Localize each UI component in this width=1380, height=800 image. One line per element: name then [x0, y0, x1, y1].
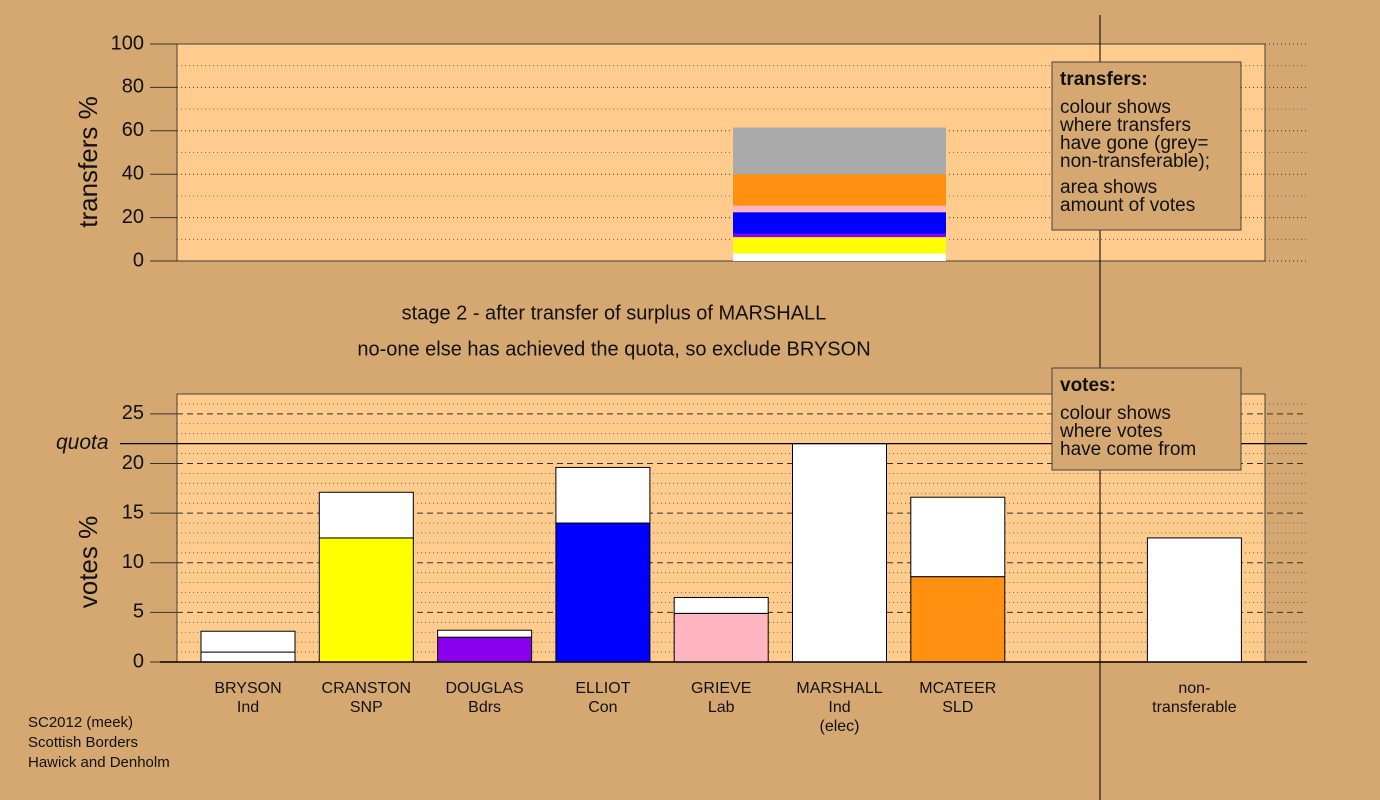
y-tick-label: 15 — [122, 501, 144, 523]
bar-segment — [673, 596, 769, 614]
bar-segment — [733, 253, 946, 261]
x-tick-label: GRIEVE — [691, 680, 751, 697]
note-line: non-transferable); — [1060, 151, 1210, 172]
y-tick-label: 100 — [111, 32, 144, 54]
y-tick-label: 20 — [122, 452, 144, 474]
x-tick-label: non- — [1178, 680, 1210, 697]
note-box — [1051, 367, 1242, 471]
note-title: transfers: — [1060, 69, 1148, 90]
note-line: area shows — [1060, 177, 1157, 198]
y-tick-label: 10 — [122, 551, 144, 573]
note-title: votes: — [1060, 375, 1116, 396]
caption: no-one else has achieved the quota, so e… — [357, 338, 870, 360]
y-tick-label: 60 — [122, 119, 144, 141]
note-line: colour shows — [1060, 97, 1171, 118]
y-tick-label: 40 — [122, 162, 144, 184]
footer-line: Hawick and Denholm — [28, 754, 170, 771]
y-tick-label: 5 — [133, 601, 144, 623]
bar-segment — [437, 629, 533, 638]
bar-segment — [733, 237, 946, 254]
x-tick-label: Lab — [708, 699, 735, 716]
y-axis-title: transfers % — [73, 96, 103, 228]
footer-line: SC2012 (meek) — [28, 714, 133, 731]
note-line: have come from — [1060, 439, 1196, 460]
bar-segment — [555, 522, 651, 663]
x-tick-label: DOUGLAS — [445, 680, 523, 697]
caption: stage 2 - after transfer of surplus of M… — [402, 302, 827, 324]
bar-segment — [733, 127, 946, 175]
x-tick-label: ELLIOT — [575, 680, 630, 697]
x-tick-label: Con — [588, 699, 617, 716]
x-tick-label: MCATEER — [919, 680, 996, 697]
x-tick-label: transferable — [1152, 699, 1237, 716]
y-axis-title: votes % — [73, 516, 103, 609]
x-tick-label: (elec) — [819, 718, 859, 735]
note-line: colour shows — [1060, 403, 1171, 424]
bar-segment — [673, 612, 769, 663]
bar-segment — [437, 636, 533, 663]
y-tick-label: 80 — [122, 76, 144, 98]
bar-segment — [200, 630, 296, 653]
bar-segment — [318, 537, 414, 663]
note-line: where votes — [1059, 421, 1162, 442]
x-tick-label: BRYSON — [214, 680, 281, 697]
bar-segment — [318, 491, 414, 539]
y-tick-label: 0 — [133, 249, 144, 271]
y-tick-label: 0 — [133, 650, 144, 672]
note-line: where transfers — [1059, 115, 1191, 136]
bar-segment — [555, 466, 651, 524]
note-line: have gone (grey= — [1060, 133, 1208, 154]
bar-segment — [910, 496, 1006, 578]
x-tick-label: SLD — [942, 699, 973, 716]
x-tick-label: SNP — [350, 699, 383, 716]
footer-line: Scottish Borders — [28, 734, 138, 751]
y-tick-label: 25 — [122, 402, 144, 424]
x-tick-label: Ind — [237, 699, 259, 716]
x-tick-label: Bdrs — [468, 699, 501, 716]
x-tick-label: CRANSTON — [322, 680, 412, 697]
y-tick-label: 20 — [122, 206, 144, 228]
note-box — [1051, 61, 1242, 231]
bar-segment — [733, 205, 946, 213]
note-line: amount of votes — [1060, 195, 1195, 216]
bar-segment — [200, 651, 296, 663]
bar-segment — [910, 576, 1006, 663]
x-tick-label: Ind — [828, 699, 850, 716]
bar-segment — [733, 233, 946, 238]
x-tick-label: MARSHALL — [796, 680, 882, 697]
bar-segment — [733, 174, 946, 206]
bar-segment — [792, 443, 887, 663]
bar-segment — [733, 212, 946, 234]
bar-segment — [1146, 537, 1242, 663]
quota-label: quota — [56, 431, 109, 454]
